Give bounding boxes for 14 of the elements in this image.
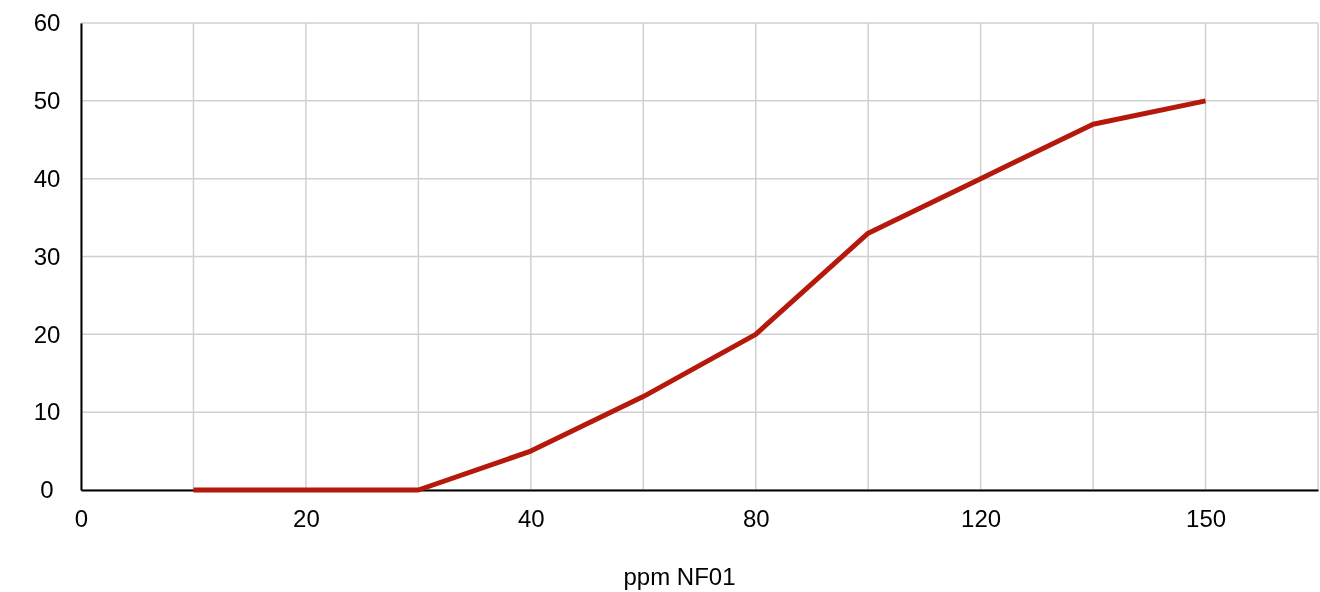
x-tick-label: 20 (293, 505, 320, 533)
x-tick-label: 0 (74, 505, 89, 533)
y-tick-label: 20 (33, 320, 61, 348)
y-tick-label: 0 (40, 476, 54, 504)
y-tick-label: 40 (33, 164, 61, 192)
y-tick-label: 30 (33, 242, 61, 270)
y-tick-label: 50 (33, 87, 61, 115)
x-axis-title: ppm NF01 (623, 563, 736, 590)
x-tick-label: 80 (742, 505, 770, 533)
x-tick-label: 120 (961, 505, 1002, 533)
x-tick-label: 40 (517, 505, 545, 533)
y-tick-label: 60 (33, 9, 61, 37)
y-tick-label: 10 (33, 398, 61, 426)
x-tick-label: 150 (1186, 505, 1227, 533)
